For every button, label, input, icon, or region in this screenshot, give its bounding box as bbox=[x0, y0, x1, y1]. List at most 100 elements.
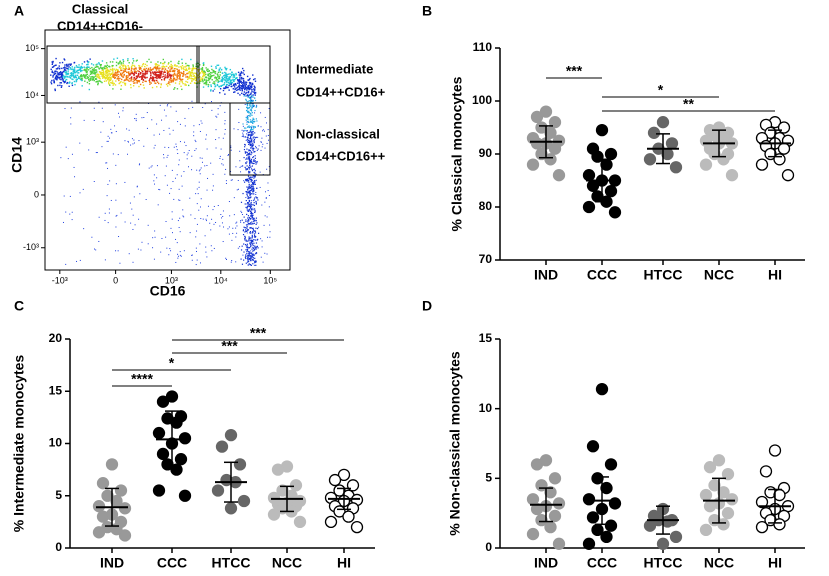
event-dot bbox=[255, 196, 257, 198]
event-dot bbox=[139, 83, 142, 86]
event-dot bbox=[205, 76, 208, 78]
event-dot bbox=[82, 75, 84, 77]
event-dot bbox=[78, 77, 81, 80]
event-dot bbox=[251, 120, 253, 122]
event-dot bbox=[257, 136, 259, 138]
event-dot bbox=[170, 60, 172, 63]
event-dot bbox=[186, 72, 188, 75]
event-dot bbox=[248, 205, 250, 208]
event-dot bbox=[108, 212, 110, 214]
event-dot bbox=[185, 80, 187, 83]
event-dot bbox=[239, 246, 241, 248]
event-dot bbox=[144, 68, 146, 71]
event-dot bbox=[231, 82, 233, 84]
event-dot bbox=[153, 66, 156, 69]
event-dot bbox=[193, 74, 195, 77]
event-dot bbox=[251, 112, 253, 114]
event-dot bbox=[160, 62, 162, 64]
data-point bbox=[699, 158, 713, 171]
event-dot bbox=[212, 82, 214, 84]
event-dot bbox=[248, 149, 250, 151]
event-dot bbox=[249, 191, 251, 193]
event-dot bbox=[171, 67, 173, 69]
data-point bbox=[224, 502, 238, 515]
event-dot bbox=[253, 253, 255, 255]
event-dot bbox=[254, 172, 256, 174]
event-dot bbox=[174, 74, 177, 76]
event-dot bbox=[179, 123, 181, 125]
event-dot bbox=[252, 204, 254, 206]
event-dot bbox=[230, 145, 232, 147]
event-dot bbox=[135, 113, 137, 115]
data-point bbox=[233, 458, 247, 471]
event-dot bbox=[209, 71, 212, 74]
event-dot bbox=[267, 182, 269, 184]
event-dot bbox=[233, 214, 235, 216]
event-dot bbox=[241, 212, 243, 214]
event-dot bbox=[246, 207, 248, 209]
event-dot bbox=[222, 215, 224, 217]
event-dot bbox=[148, 58, 150, 61]
x-tick-label: NCC bbox=[704, 267, 734, 283]
event-dot bbox=[246, 89, 248, 91]
event-dot bbox=[213, 205, 215, 207]
data-point bbox=[669, 161, 683, 174]
event-dot bbox=[235, 72, 237, 75]
y-tick-label: 10⁵ bbox=[25, 43, 39, 53]
event-dot bbox=[123, 79, 126, 82]
event-dot bbox=[88, 149, 90, 151]
event-dot bbox=[211, 75, 213, 77]
event-dot bbox=[245, 220, 247, 223]
event-dot bbox=[254, 176, 256, 178]
event-dot bbox=[225, 78, 228, 80]
event-dot bbox=[238, 84, 241, 86]
event-dot bbox=[233, 197, 235, 199]
event-dot bbox=[249, 227, 251, 229]
event-dot bbox=[241, 214, 243, 216]
event-dot bbox=[207, 83, 209, 86]
event-dot bbox=[88, 83, 91, 85]
event-dot bbox=[170, 227, 172, 229]
event-dot bbox=[155, 73, 157, 76]
event-dot bbox=[247, 153, 249, 155]
event-dot bbox=[82, 74, 85, 76]
event-dot bbox=[248, 156, 251, 158]
event-dot bbox=[126, 71, 128, 74]
data-point bbox=[237, 494, 251, 508]
event-dot bbox=[219, 71, 222, 73]
event-dot bbox=[179, 199, 181, 201]
event-dot bbox=[164, 74, 166, 76]
event-dot bbox=[206, 70, 209, 73]
event-dot bbox=[252, 231, 254, 234]
event-dot bbox=[170, 77, 172, 80]
event-dot bbox=[251, 235, 253, 237]
y-tick-label: 0 bbox=[34, 189, 39, 199]
event-dot bbox=[164, 76, 167, 78]
event-dot bbox=[213, 70, 215, 73]
event-dot bbox=[143, 68, 145, 71]
event-dot bbox=[130, 86, 132, 89]
event-dot bbox=[139, 193, 141, 195]
event-dot bbox=[245, 206, 247, 209]
event-dot bbox=[251, 243, 254, 245]
event-dot bbox=[246, 195, 249, 197]
event-dot bbox=[185, 62, 187, 65]
event-dot bbox=[250, 138, 252, 140]
event-dot bbox=[243, 82, 245, 85]
event-dot bbox=[253, 121, 255, 123]
event-dot bbox=[239, 79, 241, 82]
event-dot bbox=[172, 79, 175, 82]
event-dot bbox=[132, 85, 135, 87]
event-dot bbox=[57, 73, 60, 75]
event-dot bbox=[250, 250, 252, 252]
event-dot bbox=[250, 257, 252, 260]
event-dot bbox=[165, 65, 168, 68]
y-tick-label: 0 bbox=[55, 540, 62, 554]
event-dot bbox=[166, 105, 168, 107]
event-dot bbox=[109, 78, 111, 80]
event-dot bbox=[182, 75, 184, 77]
event-dot bbox=[252, 244, 254, 246]
event-dot bbox=[128, 129, 130, 131]
event-dot bbox=[253, 193, 255, 195]
event-dot bbox=[247, 108, 249, 110]
